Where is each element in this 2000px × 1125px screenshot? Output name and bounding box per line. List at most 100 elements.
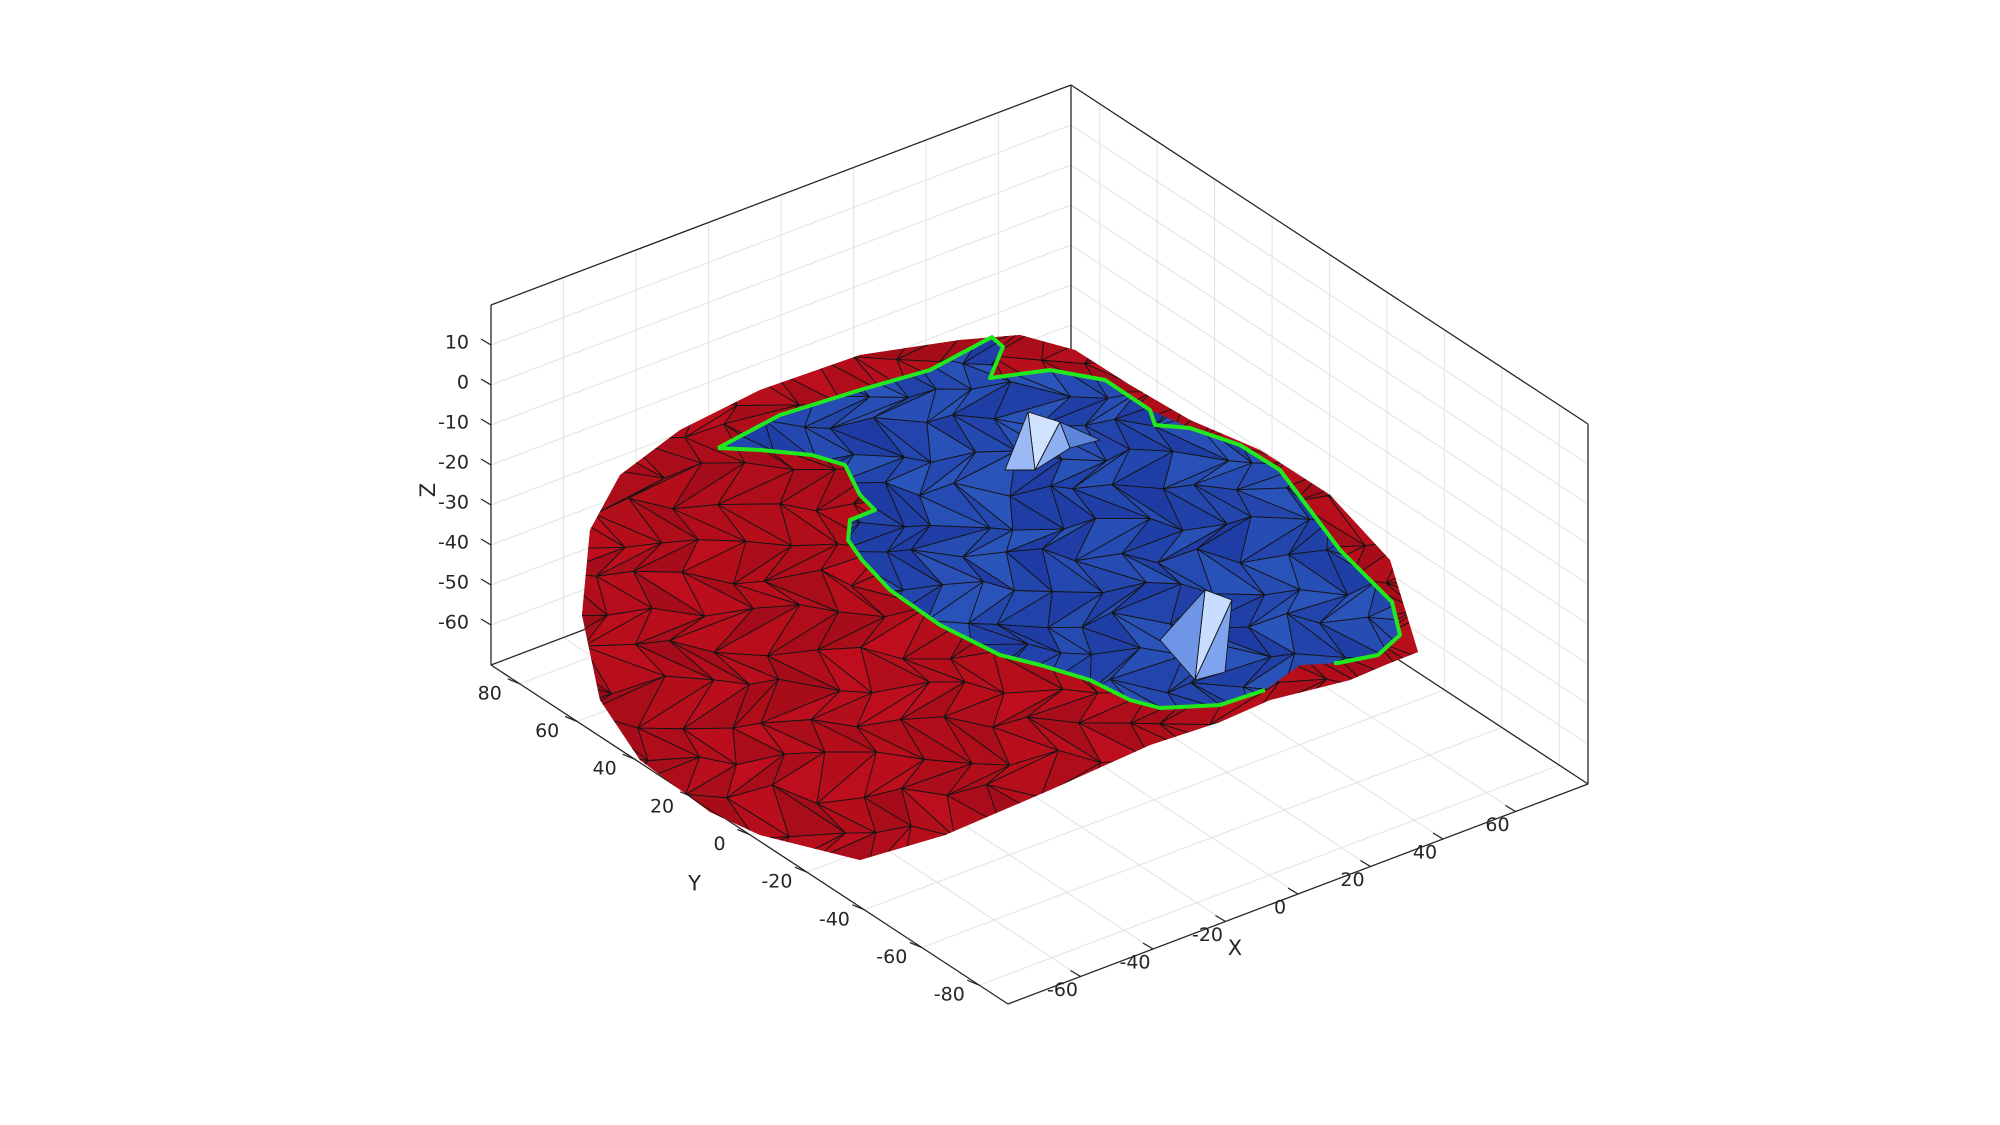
mesh-face — [584, 389, 662, 435]
mesh-face — [1385, 539, 1418, 584]
mesh-face — [1040, 796, 1093, 826]
mesh-face — [1281, 417, 1348, 465]
mesh-face — [593, 354, 662, 391]
mesh-face — [811, 335, 876, 358]
mesh-face — [1301, 429, 1368, 478]
mesh-face — [1332, 429, 1397, 463]
y-tick — [622, 753, 635, 760]
x-tick — [1215, 914, 1226, 923]
mesh-face — [1040, 789, 1093, 824]
x-tick — [1070, 969, 1081, 978]
mesh-face — [582, 797, 613, 834]
mesh-face — [633, 354, 702, 400]
mesh-face — [582, 614, 608, 652]
grid-line — [490, 204, 1072, 426]
grid-line — [979, 764, 1560, 986]
grid-line — [921, 726, 1503, 949]
mesh-face — [1394, 442, 1418, 463]
z-tick-label: 0 — [457, 372, 469, 394]
z-tick-label: -40 — [438, 532, 469, 554]
mesh-face — [1327, 461, 1396, 498]
mesh-face — [1165, 748, 1243, 797]
z-tick — [480, 578, 492, 586]
x-tick-label: 60 — [1485, 814, 1509, 836]
mesh-face — [1288, 688, 1371, 725]
mesh-face — [1074, 822, 1149, 860]
mesh-face — [582, 335, 610, 358]
y-tick — [737, 828, 750, 836]
axis-labels: -60 -40 -20 0 20 40 60 -80 -60 -40 -20 0 20 40 60 80 -60… — [416, 332, 1510, 1006]
mesh-face — [1350, 455, 1400, 492]
mesh-face — [1156, 355, 1214, 397]
mesh-face — [1250, 753, 1328, 794]
mesh-face — [1087, 789, 1149, 827]
mesh-face — [720, 335, 795, 359]
mesh-face — [1203, 396, 1263, 437]
mesh-face — [1284, 758, 1368, 796]
mesh-face — [1192, 337, 1254, 353]
mesh-face — [1312, 684, 1370, 708]
mesh-face — [1290, 350, 1351, 390]
mesh-surface — [582, 335, 1418, 860]
mesh-face — [1084, 335, 1146, 365]
mesh-face — [1346, 789, 1418, 831]
mesh-face — [1362, 337, 1400, 366]
mesh-face — [1330, 820, 1418, 860]
grid-line — [1070, 284, 1589, 625]
mesh-face — [1390, 335, 1418, 370]
mesh-face — [1256, 355, 1322, 406]
mesh-face — [593, 335, 665, 362]
axis-ticks — [480, 338, 1516, 986]
mesh-face — [725, 337, 783, 362]
mesh-face — [1381, 461, 1418, 515]
mesh-face — [1346, 758, 1401, 802]
mesh-face — [598, 830, 659, 860]
z-tick — [480, 418, 492, 426]
mesh-face — [1290, 350, 1351, 390]
mesh-face — [1322, 337, 1375, 360]
mesh-face — [1167, 834, 1219, 859]
mesh-face — [1084, 335, 1146, 365]
mesh-face — [1392, 724, 1418, 760]
highlight-face — [1059, 421, 1101, 449]
mesh-face — [582, 427, 615, 471]
y-tick — [909, 941, 923, 949]
mesh-face — [593, 802, 659, 834]
mesh-face — [1192, 351, 1271, 400]
mesh-face — [626, 830, 701, 860]
mesh-face — [1118, 825, 1190, 860]
y-tick — [679, 791, 693, 798]
y-tick — [794, 866, 808, 873]
mesh-face — [1125, 753, 1198, 804]
mesh-face — [1167, 836, 1219, 860]
mesh-face — [1156, 351, 1214, 385]
mesh-face — [1200, 748, 1265, 790]
grid-line — [1070, 124, 1589, 465]
mesh-face — [1373, 751, 1418, 793]
mesh-face — [718, 836, 790, 860]
mesh-face — [593, 784, 659, 832]
mesh-face — [598, 830, 659, 857]
mesh-face — [979, 824, 1059, 860]
mesh-face — [1163, 335, 1228, 366]
mesh-face — [764, 337, 819, 363]
y-tick — [507, 678, 520, 685]
grid-line — [1070, 204, 1589, 545]
mesh-face — [1307, 820, 1355, 860]
y-tick — [564, 715, 578, 723]
x-tick-label: -60 — [1047, 979, 1078, 1001]
grid-line — [1070, 164, 1589, 505]
mesh-face — [1352, 415, 1400, 457]
mesh-face — [1288, 713, 1368, 760]
x-tick-label: -20 — [1192, 924, 1223, 946]
x-axis-label: X — [1228, 936, 1242, 960]
mesh-face — [1392, 718, 1418, 753]
mesh-face — [1200, 788, 1285, 838]
mesh-face — [1288, 713, 1368, 767]
mesh-face — [1192, 351, 1271, 400]
mesh-face — [1307, 820, 1355, 860]
z-tick — [480, 618, 492, 626]
mesh-face — [582, 427, 615, 471]
mesh-face — [1350, 490, 1400, 527]
